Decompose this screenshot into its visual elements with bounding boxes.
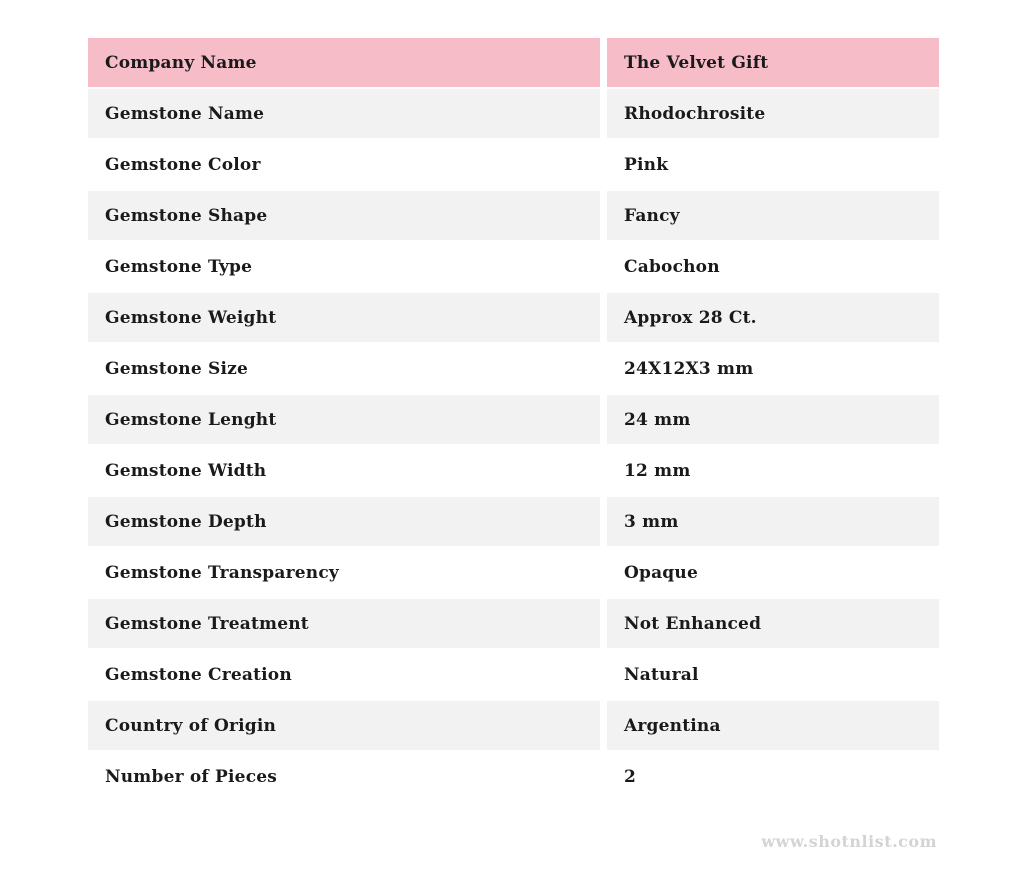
row-1-value: Rhodochrosite bbox=[607, 89, 939, 138]
row-10-value: Opaque bbox=[607, 548, 939, 597]
row-5-label: Gemstone Weight bbox=[88, 293, 600, 342]
row-3-label: Gemstone Shape bbox=[88, 191, 600, 240]
row-4-value: Cabochon bbox=[607, 242, 939, 291]
site-watermark: www.shotnlist.com bbox=[761, 832, 937, 851]
row-12-value: Natural bbox=[607, 650, 939, 699]
row-8-value: 12 mm bbox=[607, 446, 939, 495]
row-7-label: Gemstone Lenght bbox=[88, 395, 600, 444]
row-2-label: Gemstone Color bbox=[88, 140, 600, 189]
row-5-value: Approx 28 Ct. bbox=[607, 293, 939, 342]
row-3-value: Fancy bbox=[607, 191, 939, 240]
row-13-label: Country of Origin bbox=[88, 701, 600, 750]
row-1-label: Gemstone Name bbox=[88, 89, 600, 138]
row-6-label: Gemstone Size bbox=[88, 344, 600, 393]
row-9-label: Gemstone Depth bbox=[88, 497, 600, 546]
row-8-label: Gemstone Width bbox=[88, 446, 600, 495]
row-10-label: Gemstone Transparency bbox=[88, 548, 600, 597]
gemstone-spec-table: Company Name The Velvet Gift Gemstone Na… bbox=[88, 38, 939, 801]
row-0-label: Company Name bbox=[88, 38, 600, 87]
row-11-label: Gemstone Treatment bbox=[88, 599, 600, 648]
row-11-value: Not Enhanced bbox=[607, 599, 939, 648]
row-14-value: 2 bbox=[607, 752, 939, 801]
row-6-value: 24X12X3 mm bbox=[607, 344, 939, 393]
row-7-value: 24 mm bbox=[607, 395, 939, 444]
row-13-value: Argentina bbox=[607, 701, 939, 750]
row-9-value: 3 mm bbox=[607, 497, 939, 546]
row-12-label: Gemstone Creation bbox=[88, 650, 600, 699]
row-4-label: Gemstone Type bbox=[88, 242, 600, 291]
row-0-value: The Velvet Gift bbox=[607, 38, 939, 87]
row-14-label: Number of Pieces bbox=[88, 752, 600, 801]
row-2-value: Pink bbox=[607, 140, 939, 189]
